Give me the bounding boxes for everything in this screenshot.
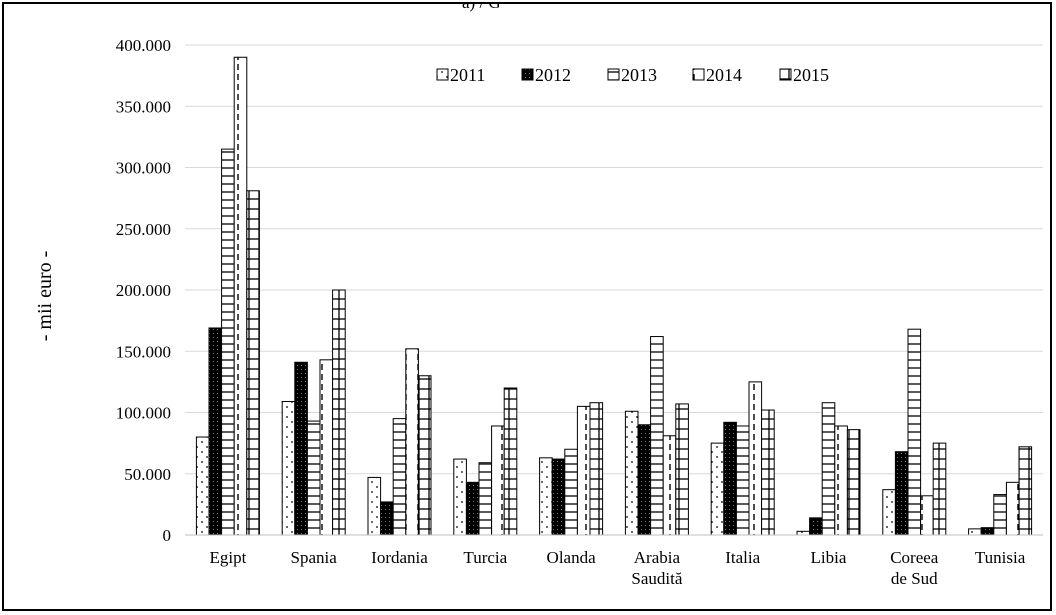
bar-2011 [367, 476, 382, 536]
bar-2014 [748, 381, 763, 536]
x-tick-label: Turcia [463, 548, 507, 567]
bar-2014 [576, 405, 591, 536]
x-tick-label: Egipt [209, 548, 246, 567]
bar-2013 [306, 420, 321, 536]
bar-2014 [319, 359, 334, 536]
y-tick-label: 200.000 [116, 281, 171, 300]
bar-2011 [624, 410, 639, 536]
bar-2013 [993, 494, 1007, 536]
bar-2012 [637, 424, 652, 536]
bar-2012 [894, 451, 909, 536]
x-tick-label: Italia [725, 548, 760, 567]
bar-2011 [453, 458, 467, 536]
legend-label-2013: 2013 [621, 65, 657, 85]
legend-swatch-2015 [779, 68, 792, 81]
bar-2012 [294, 361, 308, 536]
y-tick-label: 300.000 [116, 159, 171, 178]
bar-2012 [723, 421, 737, 536]
bar-2013 [821, 402, 836, 536]
bar-2014 [233, 56, 248, 536]
bar-2014 [834, 425, 848, 536]
x-axis: Egipt Spania Iordania Turcia Olanda Arabia Sau… [185, 534, 1043, 588]
x-tick-label: Arabia Saudită [631, 548, 682, 588]
bar-2012 [809, 517, 823, 536]
bar-2013 [392, 418, 407, 536]
bar-2012 [980, 527, 995, 536]
bar-2014 [920, 495, 934, 536]
legend: 2011 2012 2013 2014 2015 [436, 65, 829, 85]
bar-2013 [650, 336, 664, 536]
y-tick-label: 100.000 [116, 404, 171, 423]
y-tick-label: 400.000 [116, 36, 171, 55]
bar-2014 [491, 425, 505, 536]
bar-2012 [208, 327, 223, 536]
bar-2015 [932, 442, 947, 536]
legend-swatch-2014 [692, 68, 705, 81]
bar-2012 [380, 501, 394, 536]
bar-2015 [675, 403, 689, 536]
bar-2012 [465, 481, 480, 536]
bar-2015 [1018, 446, 1033, 536]
y-tick-label: 150.000 [116, 342, 171, 361]
legend-swatch-2011 [436, 68, 449, 81]
bar-2015 [589, 402, 604, 536]
bars [195, 56, 1033, 536]
bar-2015 [503, 387, 518, 536]
bar-2013 [478, 462, 493, 536]
bar-2013 [564, 448, 578, 536]
bar-2011 [281, 400, 296, 536]
bar-2014 [662, 435, 677, 536]
bar-2011 [796, 530, 811, 536]
legend-swatch-2012 [521, 68, 534, 81]
x-tick-label: Coreea de Sud [890, 548, 939, 588]
top-title-fragment: a) / G [462, 4, 501, 12]
bar-2011 [710, 442, 725, 536]
x-tick-label: Spania [291, 548, 338, 567]
bar-2014 [405, 348, 419, 536]
bar-2013 [221, 148, 235, 536]
bar-2015 [246, 190, 260, 536]
x-tick-label: Libia [811, 548, 847, 567]
x-tick-label: Olanda [547, 548, 597, 567]
bar-2015 [417, 375, 432, 536]
bar-2011 [968, 528, 982, 536]
bar-chart: a) / G 0 50.000 100.000 150.000 200.000 250.0… [34, 4, 1043, 588]
y-axis: 0 50.000 100.000 150.000 200.000 250.000 300.0… [116, 36, 171, 545]
y-tick-label: 50.000 [124, 465, 171, 484]
legend-swatch-2013 [607, 68, 620, 81]
legend-label-2011: 2011 [450, 65, 485, 85]
y-tick-label: 250.000 [116, 220, 171, 239]
y-tick-label: 0 [163, 526, 172, 545]
bar-2011 [882, 489, 896, 536]
legend-label-2015: 2015 [793, 65, 829, 85]
bar-2013 [735, 425, 750, 536]
bar-2011 [539, 457, 553, 536]
y-axis-title: - mii euro - [34, 251, 56, 342]
y-tick-label: 350.000 [116, 97, 171, 116]
bar-2012 [551, 458, 566, 536]
bar-2013 [907, 328, 922, 536]
bar-2015 [761, 409, 775, 536]
legend-label-2012: 2012 [535, 65, 571, 85]
bar-2014 [1005, 481, 1020, 536]
x-tick-label: Iordania [371, 548, 428, 567]
x-tick-label: Tunisia [975, 548, 1026, 567]
bar-2015 [846, 429, 861, 536]
bar-2015 [332, 289, 346, 536]
legend-label-2014: 2014 [706, 65, 742, 85]
bar-2011 [195, 436, 210, 536]
